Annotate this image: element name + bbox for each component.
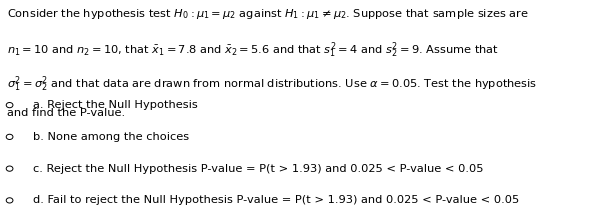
Text: Consider the hypothesis test $H_0: \mu_1 = \mu_2$ against $H_1: \mu_1 \neq \mu_2: Consider the hypothesis test $H_0: \mu_1… [7, 7, 529, 21]
Text: c. Reject the Null Hypothesis P-value = P(t > 1.93) and 0.025 < P-value < 0.05: c. Reject the Null Hypothesis P-value = … [33, 164, 483, 174]
Text: $n_1 = 10$ and $n_2 = 10$, that $\bar{x}_1 = 7.8$ and $\bar{x}_2 = 5.6$ and that: $n_1 = 10$ and $n_2 = 10$, that $\bar{x}… [7, 41, 499, 60]
Text: b. None among the choices: b. None among the choices [33, 132, 189, 142]
Text: and find the P-value.: and find the P-value. [7, 108, 125, 118]
Text: a. Reject the Null Hypothesis: a. Reject the Null Hypothesis [33, 100, 198, 110]
Text: d. Fail to reject the Null Hypothesis P-value = P(t > 1.93) and 0.025 < P-value : d. Fail to reject the Null Hypothesis P-… [33, 195, 519, 205]
Text: $\sigma_1^2 = \sigma_2^2$ and that data are drawn from normal distributions. Use: $\sigma_1^2 = \sigma_2^2$ and that data … [7, 74, 537, 94]
